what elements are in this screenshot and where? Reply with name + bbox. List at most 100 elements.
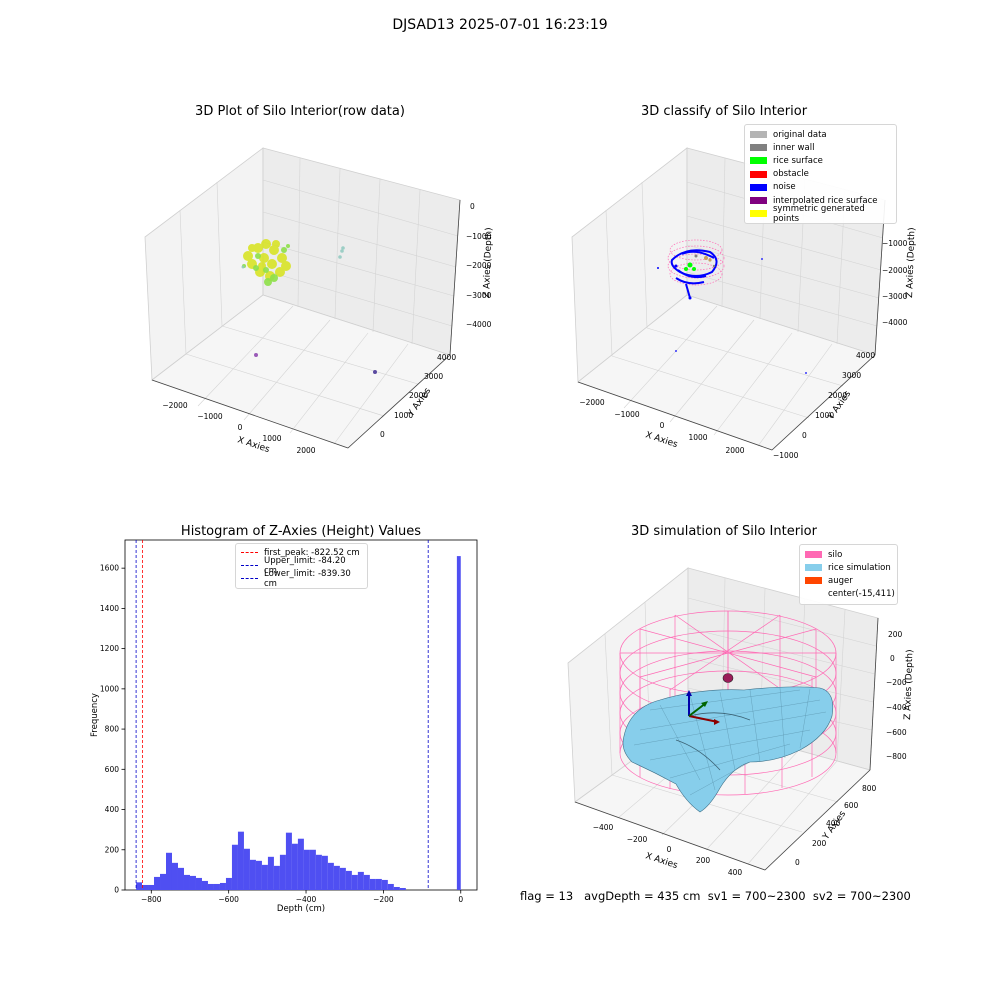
raw-3d-plot[interactable]: −2000 −1000 0 1000 2000 0 1000 2000 3000… bbox=[0, 120, 500, 600]
y-tick-label: 1000 bbox=[100, 684, 119, 693]
histogram-bar bbox=[291, 843, 298, 890]
legend-swatch bbox=[750, 157, 767, 165]
histogram-bar bbox=[136, 882, 143, 890]
z-tick: −1000 bbox=[466, 232, 492, 241]
histogram-bar bbox=[393, 886, 400, 890]
x-tick: 1000 bbox=[688, 433, 707, 442]
y-tick: 600 bbox=[844, 801, 859, 810]
y-tick: 0 bbox=[802, 431, 807, 440]
panel-title-simulation: 3D simulation of Silo Interior bbox=[631, 524, 817, 539]
y-tick: 0 bbox=[380, 430, 385, 439]
legend-label: symmetric generated points bbox=[773, 203, 865, 224]
histogram-bar bbox=[369, 878, 376, 890]
histogram-bar bbox=[309, 849, 316, 890]
histogram-bar bbox=[183, 874, 190, 890]
histogram-bar bbox=[225, 877, 232, 890]
simulation-3d-plot[interactable]: −400 −200 0 200 400 0 200 400 600 800 20… bbox=[500, 540, 1000, 900]
z-tick: 0 bbox=[470, 202, 475, 211]
z-tick: −1000 bbox=[882, 239, 908, 248]
y-tick: 800 bbox=[862, 784, 877, 793]
y-tick-label: 1200 bbox=[100, 644, 119, 653]
histogram-bar bbox=[285, 832, 292, 890]
x-tick-label: −200 bbox=[373, 895, 394, 904]
classify-legend: original data inner wall rice surface ob… bbox=[744, 124, 897, 225]
x-tick: 2000 bbox=[296, 446, 315, 455]
histogram-bar bbox=[363, 874, 370, 890]
histogram-bar bbox=[345, 870, 352, 890]
legend-swatch bbox=[805, 551, 822, 559]
x-tick: 2000 bbox=[725, 446, 744, 455]
x-tick-label: −400 bbox=[296, 895, 317, 904]
legend-item-silo: silo bbox=[805, 548, 891, 561]
histogram-bar bbox=[297, 838, 304, 890]
figure-title: DJSAD13 2025-07-01 16:23:19 bbox=[392, 17, 608, 33]
histogram-bar bbox=[148, 884, 155, 890]
status-footer: flag = 13 avgDepth = 435 cm sv1 = 700~23… bbox=[520, 889, 911, 903]
histogram-bar bbox=[351, 874, 358, 890]
y-tick: 400 bbox=[826, 819, 841, 828]
histogram-bar bbox=[261, 864, 268, 890]
histogram-bar bbox=[166, 852, 172, 890]
x-tick: −400 bbox=[593, 823, 614, 832]
raw-point-cloud bbox=[241, 239, 377, 374]
legend-item-original: original data bbox=[750, 128, 890, 141]
legend-swatch bbox=[805, 577, 822, 585]
y-tick: 4000 bbox=[437, 353, 456, 362]
legend-swatch bbox=[750, 183, 767, 191]
y-axis-label: Y Axies bbox=[821, 809, 849, 842]
z-axis-label: Z Axies (Depth) bbox=[905, 227, 917, 298]
x-tick: −2000 bbox=[579, 398, 605, 407]
x-tick: 1000 bbox=[262, 434, 281, 443]
legend-label: obstacle bbox=[773, 169, 809, 180]
legend-item-noise: noise bbox=[750, 181, 890, 194]
legend-label: rice simulation bbox=[828, 562, 891, 573]
z-tick: −600 bbox=[886, 728, 907, 737]
z-tick: −2000 bbox=[466, 261, 492, 270]
x-tick-label: −800 bbox=[141, 895, 162, 904]
histogram-legend: first_peak: -822.52 cm Upper_limit: -84.… bbox=[235, 543, 368, 589]
legend-item-rice-sim: rice simulation bbox=[805, 561, 891, 574]
histogram-bar bbox=[237, 831, 244, 890]
y-tick: 2000 bbox=[828, 391, 847, 400]
histogram-plot[interactable]: −800 −600 −400 −200 0 0 200 400 600 800 1000 1200 1… bbox=[0, 520, 500, 940]
histogram-bar bbox=[375, 878, 382, 890]
histogram-bar bbox=[327, 862, 334, 890]
legend-item-obstacle: obstacle bbox=[750, 168, 890, 181]
legend-swatch bbox=[750, 144, 767, 152]
z-tick: −800 bbox=[886, 752, 907, 761]
histogram-bar bbox=[171, 862, 178, 890]
legend-swatch bbox=[750, 170, 767, 178]
y-tick: 2000 bbox=[409, 391, 428, 400]
legend-item-center: center(-15,411) bbox=[805, 588, 895, 601]
y-tick-label: 1400 bbox=[100, 604, 119, 613]
legend-item-upper-limit: Upper_limit: -84.20 cm bbox=[241, 556, 361, 576]
z-tick: 0 bbox=[890, 654, 895, 663]
x-tick-label: −600 bbox=[218, 895, 239, 904]
x-tick: −1000 bbox=[614, 410, 640, 419]
z-tick: −200 bbox=[886, 678, 907, 687]
x-tick: −1000 bbox=[197, 412, 223, 421]
simulation-legend: silo rice simulation auger center(-15,41… bbox=[799, 544, 898, 605]
legend-label: inner wall bbox=[773, 142, 815, 153]
panel-title-classify: 3D classify of Silo Interior bbox=[640, 104, 808, 119]
histogram-bar bbox=[303, 849, 310, 890]
x-tick: 0 bbox=[667, 845, 672, 854]
legend-line bbox=[241, 578, 258, 580]
classify-3d-plot[interactable]: −2000 −1000 0 1000 2000 −1000 0 1000 200… bbox=[500, 120, 1000, 600]
x-tick: 0 bbox=[238, 423, 243, 432]
legend-swatch bbox=[750, 210, 767, 218]
y-tick: 3000 bbox=[424, 372, 443, 381]
histogram-bar bbox=[207, 883, 214, 890]
legend-label: Upper_limit: -84.20 cm bbox=[264, 555, 346, 576]
legend-label: interpolated rice surface bbox=[773, 195, 878, 206]
z-tick: −2000 bbox=[882, 266, 908, 275]
histogram-bar bbox=[249, 859, 256, 890]
y-tick: 0 bbox=[795, 858, 800, 867]
z-axis-label: Z Axies (Depth) bbox=[903, 649, 915, 720]
x-tick: −2000 bbox=[162, 401, 188, 410]
histogram-bar bbox=[154, 876, 161, 890]
histogram-bar bbox=[213, 883, 220, 890]
x-axis-label: X Axies bbox=[644, 430, 679, 450]
legend-label: rice surface bbox=[773, 155, 823, 166]
x-axis-label: X Axies bbox=[644, 851, 679, 871]
